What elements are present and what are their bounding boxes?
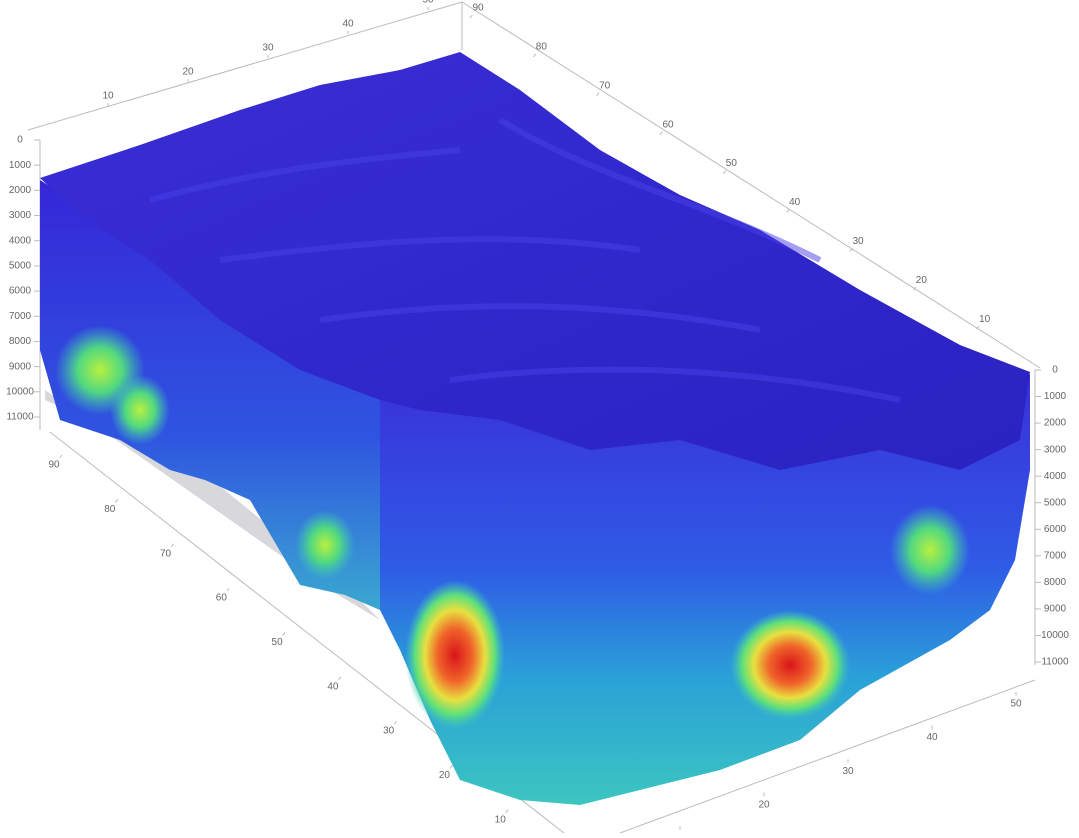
tick-label: 50 bbox=[1010, 699, 1022, 710]
tick-label: 7000 bbox=[9, 311, 32, 322]
tick-label: 90 bbox=[472, 3, 484, 14]
tick-mark bbox=[226, 587, 230, 592]
tick-label: 80 bbox=[104, 504, 116, 515]
tick-label: 40 bbox=[789, 197, 801, 208]
tick-mark bbox=[114, 499, 119, 503]
tick-label: 4000 bbox=[9, 235, 32, 246]
tick-label: 11000 bbox=[1041, 657, 1069, 668]
tick-label: 5000 bbox=[9, 261, 32, 272]
tick-label: 4000 bbox=[1044, 471, 1067, 482]
tick-mark bbox=[338, 676, 342, 680]
tick-label: 11000 bbox=[6, 412, 34, 423]
tick-mark bbox=[59, 454, 63, 459]
tick-label: 7000 bbox=[1044, 550, 1067, 561]
tick-label: 10000 bbox=[6, 386, 34, 397]
tick-label: 9000 bbox=[9, 361, 32, 372]
tick-label: 3000 bbox=[1044, 444, 1067, 455]
tick-label: 30 bbox=[842, 766, 854, 777]
tick-label: 60 bbox=[216, 593, 228, 604]
tick-label: 10 bbox=[979, 314, 991, 325]
tick-label: 30 bbox=[262, 43, 274, 54]
tick-label: 6000 bbox=[1044, 524, 1067, 535]
tick-label: 90 bbox=[48, 460, 60, 471]
tick-label: 50 bbox=[272, 637, 284, 648]
tick-mark bbox=[659, 131, 663, 135]
tick-label: 40 bbox=[342, 19, 354, 30]
tick-label: 20 bbox=[439, 770, 451, 781]
tick-label: 1000 bbox=[1044, 391, 1067, 402]
tick-label: 2000 bbox=[1044, 418, 1067, 429]
tick-mark bbox=[449, 765, 453, 769]
tick-label: 10 bbox=[495, 814, 507, 825]
tick-label: 30 bbox=[383, 726, 395, 737]
tick-label: 40 bbox=[926, 732, 938, 743]
tick-label: 10000 bbox=[1041, 630, 1069, 641]
tick-mark bbox=[976, 325, 980, 330]
tick-label: 40 bbox=[327, 681, 339, 692]
tick-label: 20 bbox=[758, 799, 770, 810]
tick-label: 0 bbox=[17, 135, 23, 146]
tick-label: 10 bbox=[102, 91, 114, 102]
tick-mark bbox=[722, 170, 727, 174]
tick-label: 20 bbox=[182, 67, 194, 78]
tick-label: 1000 bbox=[9, 160, 32, 171]
tick-mark bbox=[170, 543, 174, 547]
tick-mark bbox=[469, 14, 473, 19]
tick-mark bbox=[912, 286, 917, 291]
tick-label: 50 bbox=[726, 158, 738, 169]
tick-label: 60 bbox=[662, 119, 674, 130]
tick-mark bbox=[282, 632, 286, 636]
tick-label: 8000 bbox=[1044, 577, 1067, 588]
tick-label: 70 bbox=[599, 80, 611, 91]
tick-label: 9000 bbox=[1044, 604, 1067, 615]
tick-mark bbox=[393, 720, 398, 725]
tick-label: 5000 bbox=[1044, 497, 1067, 508]
tick-label: 80 bbox=[536, 42, 548, 53]
tick-mark bbox=[532, 53, 537, 58]
tick-label: 2000 bbox=[9, 185, 32, 196]
ticks: 10 20 30 40 50 10 20 30 40 50 10 20 30 40 50 60 70 80 90 10… bbox=[6, 0, 1069, 838]
tick-label: 70 bbox=[160, 548, 172, 559]
tick-label: 0 bbox=[1052, 365, 1058, 376]
tick-label: 20 bbox=[916, 275, 928, 286]
tick-label: 50 bbox=[422, 0, 434, 6]
tick-mark bbox=[596, 92, 600, 97]
tick-label: 6000 bbox=[9, 286, 32, 297]
tick-label: 3000 bbox=[9, 210, 32, 221]
tick-mark bbox=[505, 809, 509, 813]
tick-mark bbox=[786, 209, 790, 213]
tick-label: 30 bbox=[852, 236, 864, 247]
tick-mark bbox=[849, 248, 853, 252]
tick-label: 8000 bbox=[9, 336, 32, 347]
volume-body bbox=[40, 52, 1030, 805]
